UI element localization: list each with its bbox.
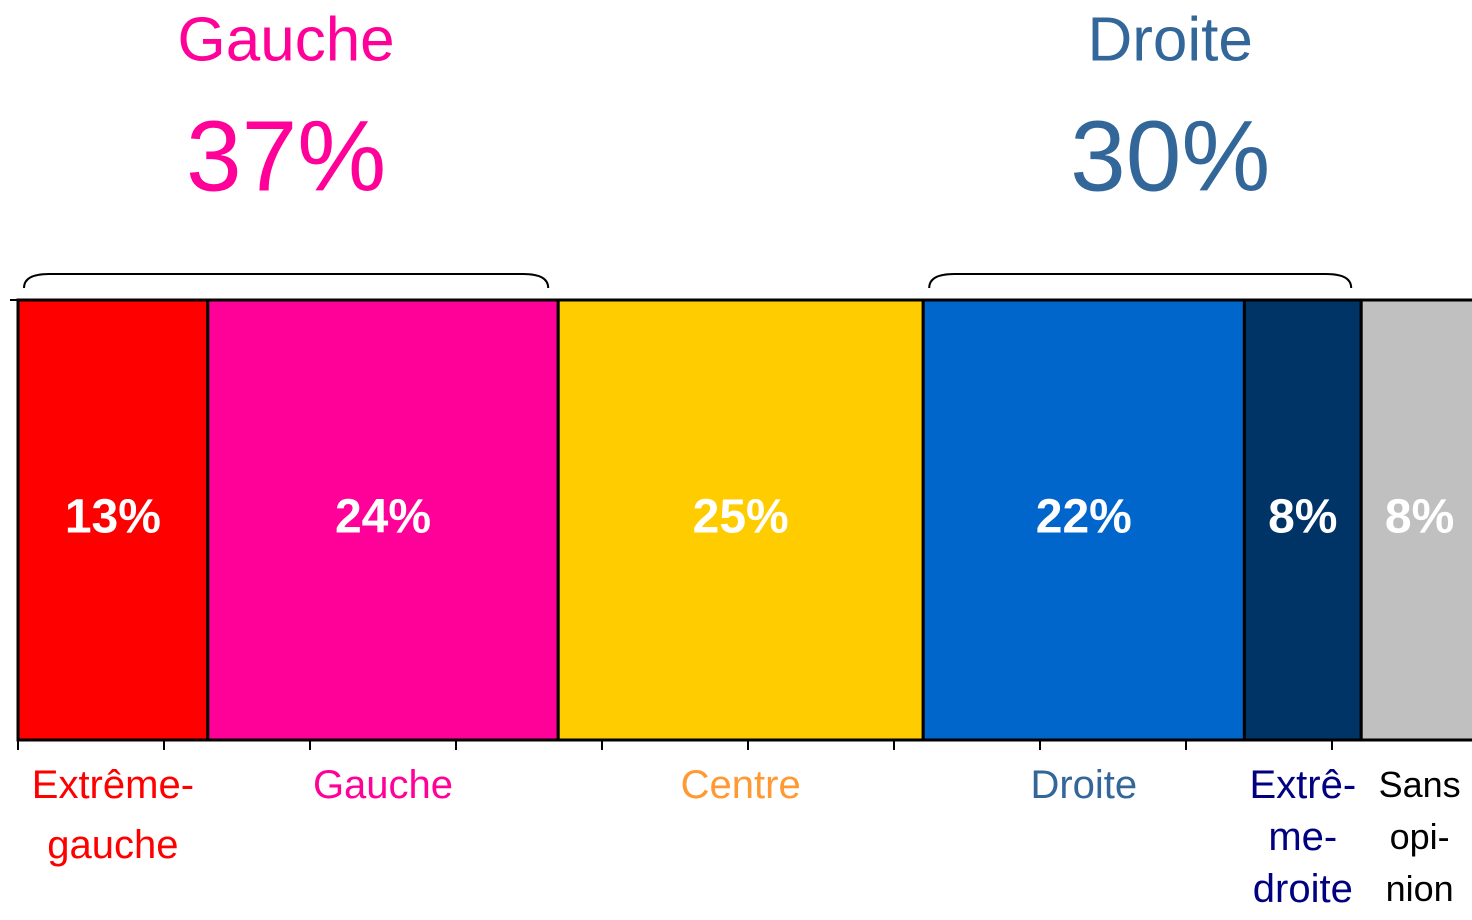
bar-segment bbox=[1359, 298, 1472, 742]
category-label: Sans opi-nion bbox=[1379, 764, 1461, 909]
category-label: Extrê-me-droite bbox=[1249, 763, 1356, 911]
category-label: Droite bbox=[1030, 763, 1137, 807]
bar-segment bbox=[1242, 298, 1363, 742]
value-label: 13% bbox=[65, 491, 161, 544]
bar-segment bbox=[556, 298, 925, 742]
bar-segment bbox=[921, 298, 1246, 742]
category-label: Centre bbox=[681, 763, 801, 807]
bar-segment bbox=[206, 298, 560, 742]
value-label: 24% bbox=[335, 491, 431, 544]
group-title: Droite bbox=[1088, 5, 1253, 74]
bar-segment bbox=[16, 298, 210, 742]
value-label: 8% bbox=[1268, 491, 1337, 544]
category-label: Extrême-gauche bbox=[32, 763, 194, 867]
value-label: 8% bbox=[1385, 491, 1454, 544]
value-label: 25% bbox=[693, 491, 789, 544]
value-label: 22% bbox=[1036, 491, 1132, 544]
group-title: Gauche bbox=[178, 5, 395, 74]
group-value: 37% bbox=[186, 100, 386, 212]
category-label: Gauche bbox=[313, 763, 453, 807]
group-value: 30% bbox=[1070, 100, 1270, 212]
group-brace bbox=[23, 273, 550, 289]
group-brace bbox=[928, 273, 1353, 289]
